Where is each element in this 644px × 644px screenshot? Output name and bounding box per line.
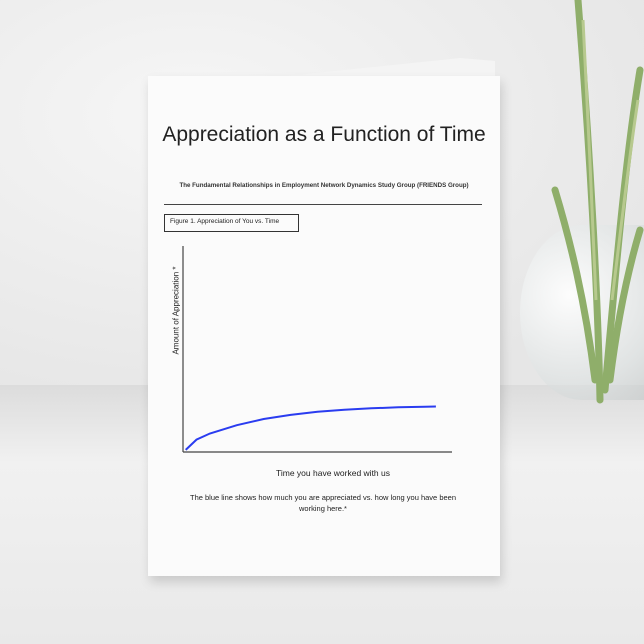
appreciation-line [185,405,436,451]
caption: The blue line shows how much you are app… [190,493,456,513]
y-axis-label: Amount of Appreciation * [171,266,181,355]
card-title: Appreciation as a Function of Time [162,123,486,146]
card-subtitle: The Fundamental Relationships in Employm… [179,182,469,189]
divider [164,204,482,205]
x-axis-label: Time you have worked with us [275,468,390,478]
chart [182,246,452,453]
greeting-card: Appreciation as a Function of Time The F… [148,76,500,576]
figure-title: Figure 1. Appreciation of You vs. Time [164,214,299,232]
